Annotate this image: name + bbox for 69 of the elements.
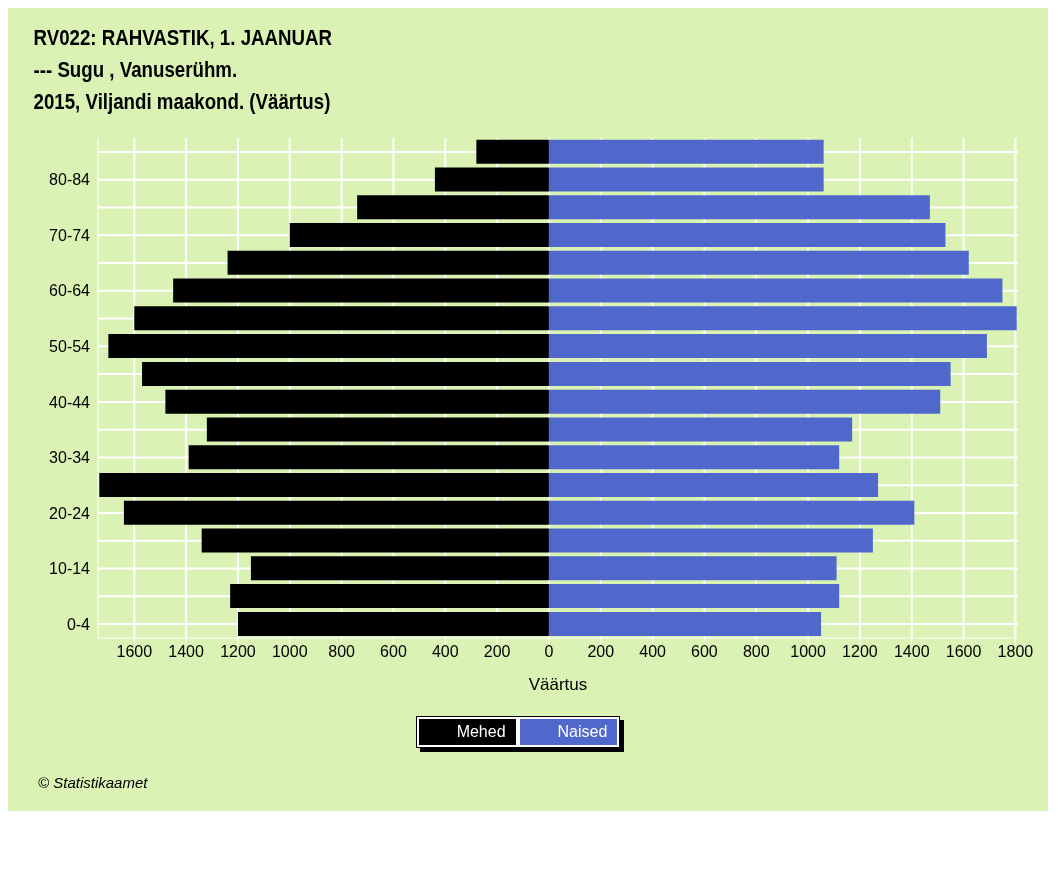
bar [548, 528, 873, 553]
bar [548, 167, 824, 192]
x-tick-label: 1400 [168, 643, 205, 661]
bar [173, 278, 549, 303]
x-tick-label: 1200 [220, 643, 256, 661]
x-tick-label: 1600 [116, 643, 153, 661]
x-tick-label: 1400 [893, 643, 930, 661]
text: Mehed [456, 723, 506, 741]
x-tick-label: 1600 [945, 643, 982, 661]
x-tick-label: 0 [544, 643, 554, 661]
bar [548, 334, 987, 359]
y-tick-label: 40-44 [49, 393, 91, 411]
bar [548, 223, 946, 247]
y-tick-label: 70-74 [49, 226, 91, 244]
bar [548, 361, 951, 386]
bar [434, 167, 549, 192]
x-tick-label: 400 [431, 643, 459, 661]
bar [548, 584, 840, 609]
bar [548, 473, 879, 497]
text: © Statistikaamet [37, 774, 149, 791]
y-tick-label: 30-34 [49, 449, 91, 467]
x-tick-label: 1000 [790, 643, 826, 661]
x-tick-label: 1800 [997, 643, 1034, 661]
bar [548, 611, 822, 636]
text: Naised [557, 723, 608, 741]
bar [289, 223, 549, 247]
bar [548, 389, 941, 414]
bar [142, 361, 549, 386]
x-tick-label: 400 [639, 643, 667, 661]
x-tick-label: 800 [328, 643, 356, 661]
x-axis-title: Väärtus [528, 675, 588, 694]
y-tick-label: 0-4 [66, 615, 91, 633]
bar [548, 556, 837, 581]
x-tick-label: 600 [691, 643, 718, 661]
bar [548, 139, 824, 164]
y-tick-label: 20-24 [49, 504, 91, 522]
bar [227, 250, 549, 275]
x-tick-label: 600 [380, 643, 407, 661]
y-tick-label: 60-64 [49, 282, 91, 300]
bar [357, 195, 549, 220]
y-tick-label: 80-84 [49, 171, 91, 189]
x-tick-label: 1200 [842, 643, 878, 661]
bar [108, 334, 549, 359]
x-tick-label: 1000 [271, 643, 308, 661]
bar [548, 250, 969, 275]
chart-subtitle: --- Sugu , Vanuserühm. 2015, Viljandi maakond. (Väärtus) [33, 56, 332, 116]
bar [188, 445, 549, 470]
bar [548, 306, 1017, 331]
bar [548, 445, 840, 470]
bar [250, 556, 549, 581]
x-tick-label: 200 [483, 643, 511, 661]
bar [548, 278, 1003, 303]
bar [134, 306, 549, 331]
x-tick-label: 800 [742, 643, 770, 661]
bar [123, 500, 549, 525]
bar [237, 611, 549, 636]
y-tick-label: 50-54 [49, 338, 91, 356]
bar [165, 389, 549, 414]
bar [548, 195, 930, 220]
bar [201, 528, 549, 553]
bar [99, 473, 549, 497]
y-tick-label: 10-14 [49, 560, 91, 578]
bar [206, 417, 549, 442]
x-tick-label: 200 [587, 643, 615, 661]
chart-title: RV022: RAHVASTIK, 1. JAANUAR [33, 24, 334, 52]
bar [230, 584, 549, 609]
bar [548, 500, 915, 525]
bar [476, 139, 549, 164]
bar [548, 417, 853, 442]
